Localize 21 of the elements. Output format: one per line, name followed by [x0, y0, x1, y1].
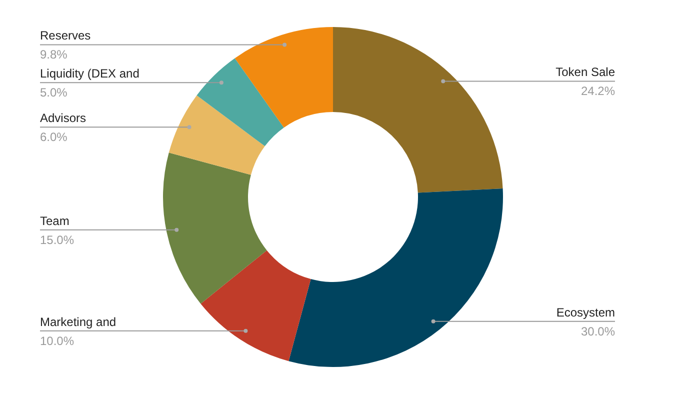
donut-slice: [234, 27, 333, 128]
data-label: 10.0%: [40, 334, 74, 348]
data-label: 6.0%: [40, 130, 68, 144]
slice-label: Ecosystem: [556, 305, 615, 320]
slice-label: Marketing and: [40, 314, 116, 329]
slice-label: Liquidity (DEX and: [40, 66, 140, 81]
donut-slice: [168, 95, 265, 175]
donut-slice: [333, 27, 503, 193]
data-label: 15.0%: [40, 232, 74, 247]
donut-slice: [163, 152, 267, 304]
data-label: 9.8%: [40, 48, 68, 62]
donut-slice: [288, 188, 503, 367]
slice-label: Token Sale: [556, 65, 616, 80]
donut-slice: [200, 250, 311, 362]
data-label: 5.0%: [40, 86, 68, 100]
slice-label: Advisors: [40, 111, 86, 126]
slice-label: Reserves: [40, 28, 91, 43]
data-label: 24.2%: [580, 84, 616, 98]
donut-slice: [196, 58, 284, 146]
slice-label: Team: [40, 214, 70, 228]
data-label: 30.0%: [580, 324, 616, 338]
